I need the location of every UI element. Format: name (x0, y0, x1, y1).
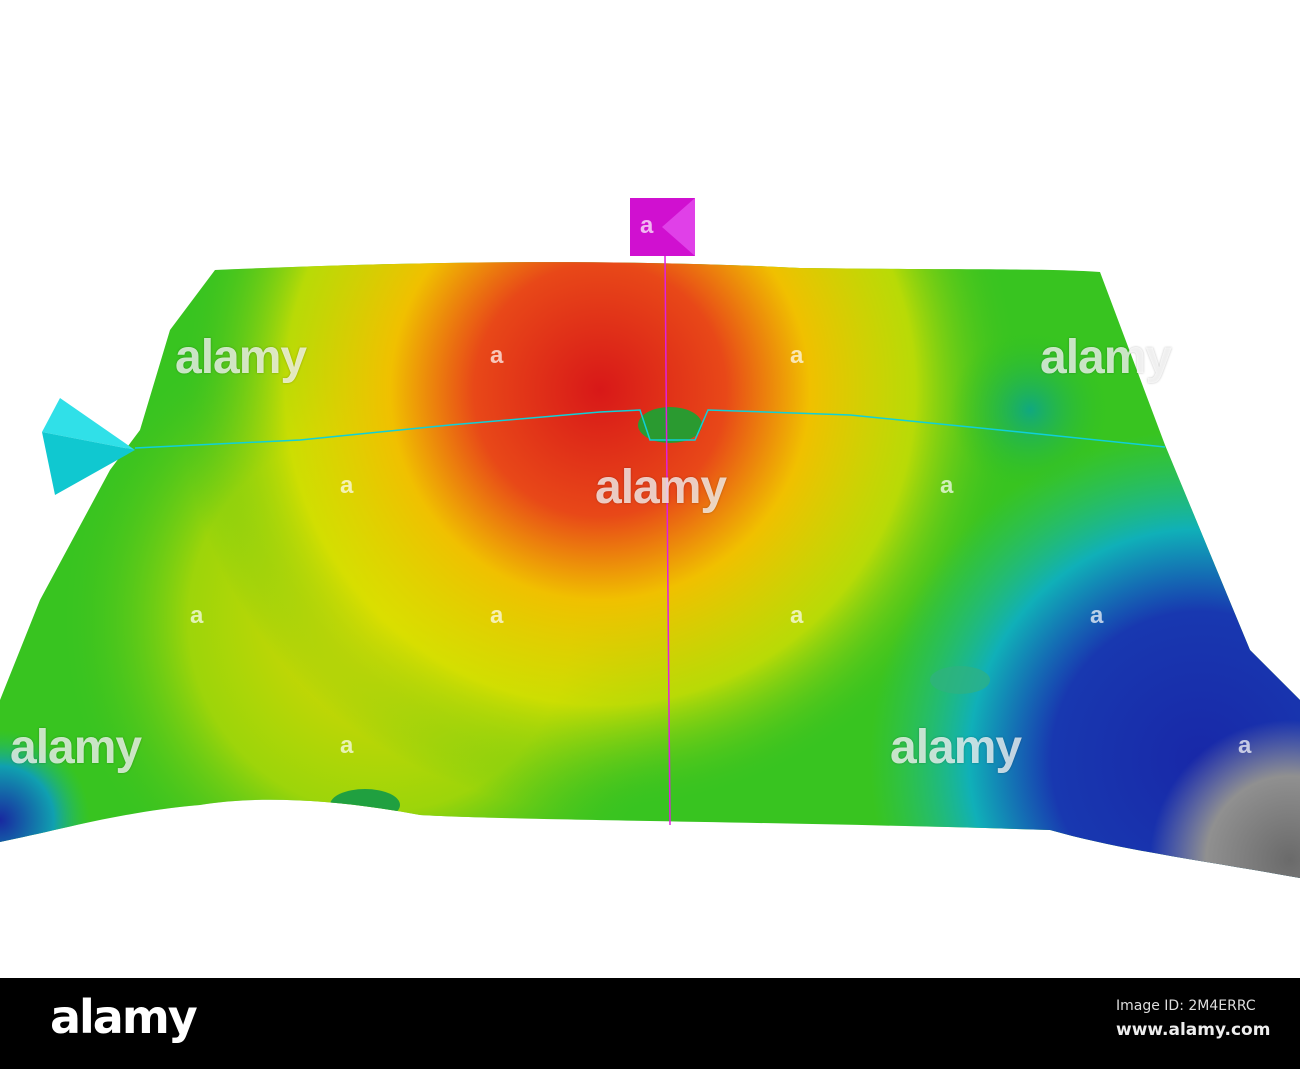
image-id: Image ID: 2M4ERRC (1116, 998, 1256, 1014)
watermark: alamy (10, 721, 142, 774)
watermark-letter: a (640, 212, 654, 239)
magenta-square-marker-icon[interactable] (630, 198, 695, 256)
watermark-letter: a (790, 602, 804, 629)
watermark-letter: a (940, 472, 954, 499)
vertical-marker-line (664, 255, 671, 826)
footer-logo: alamy (50, 990, 198, 1044)
cyan-pyramid-marker-icon[interactable] (42, 398, 135, 495)
bathymetry-3d-surface (0, 198, 1300, 878)
watermark-letter: a (340, 732, 354, 759)
watermark-letter: a (490, 342, 504, 369)
footer-url[interactable]: www.alamy.com (1116, 1020, 1271, 1040)
footer-bar: alamy Image ID: 2M4ERRC www.alamy.com (0, 978, 1300, 1069)
watermark-letter: a (340, 472, 354, 499)
watermark-letter: a (1090, 602, 1104, 629)
profile-line (134, 409, 1166, 449)
watermark: alamy (890, 721, 1022, 774)
crater (638, 407, 702, 443)
watermark-letter: a (490, 602, 504, 629)
watermark: alamy (175, 331, 307, 384)
watermark-letter: a (190, 602, 204, 629)
watermark-letter: a (790, 342, 804, 369)
watermark-letter: a (1238, 732, 1252, 759)
watermark: alamy (595, 461, 727, 514)
watermark: alamy (1040, 331, 1172, 384)
